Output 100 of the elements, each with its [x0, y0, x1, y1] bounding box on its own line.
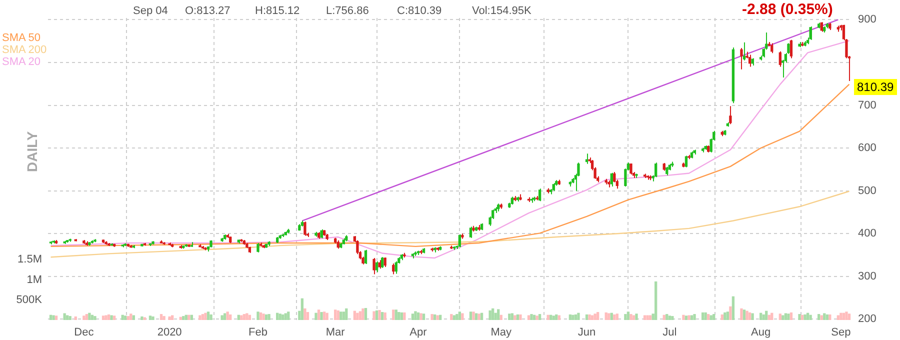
bar [765, 310, 768, 320]
bar [632, 315, 636, 320]
bar [204, 312, 207, 320]
bar [94, 316, 96, 320]
bar [742, 310, 746, 320]
bar [433, 314, 436, 320]
bar [798, 314, 801, 320]
bar [130, 314, 132, 320]
bar [456, 314, 458, 320]
bar [596, 312, 600, 320]
y-tick-label: 600 [858, 142, 876, 154]
bar [90, 314, 94, 320]
bar [384, 312, 386, 320]
bar [472, 312, 475, 320]
bar [836, 315, 840, 320]
bar [693, 314, 696, 320]
x-tick-label: 2020 [157, 326, 182, 339]
bar [422, 314, 426, 320]
text: O:813.27 [185, 5, 230, 18]
bar [336, 310, 340, 320]
bar [162, 316, 166, 320]
bar [264, 314, 268, 320]
bar [362, 308, 364, 320]
bar [809, 314, 812, 320]
bar [510, 313, 514, 320]
bar [378, 310, 381, 320]
bar [648, 315, 652, 320]
bar [712, 314, 716, 320]
bar [478, 314, 480, 320]
bar [68, 316, 72, 320]
bar [237, 314, 240, 320]
bar [707, 314, 710, 320]
bar [848, 314, 851, 320]
bar [630, 314, 632, 320]
text: SMA 50 [2, 32, 42, 44]
bar [530, 314, 533, 320]
bar [604, 312, 608, 320]
bar [334, 310, 337, 320]
x-tick-label: Mar [326, 326, 346, 339]
bar [54, 316, 58, 320]
bar [616, 314, 618, 320]
bar [287, 312, 290, 320]
bar [452, 315, 456, 320]
bar [248, 314, 252, 320]
bar [436, 315, 439, 320]
bar [461, 313, 464, 320]
text: 810.39 [854, 79, 897, 95]
text: SMA 200 [2, 44, 47, 56]
y-tick-label: 400 [858, 228, 876, 240]
bar [110, 315, 113, 320]
bar [82, 316, 86, 320]
bar [314, 312, 318, 320]
bar [532, 314, 536, 320]
bar [411, 314, 414, 320]
bar [416, 312, 420, 320]
bar [729, 306, 732, 320]
bar [508, 314, 511, 320]
bar [682, 314, 685, 320]
bar [184, 314, 188, 320]
text: H:815.12 [255, 5, 300, 18]
bar [182, 316, 185, 320]
bar [198, 315, 202, 320]
bar [102, 316, 105, 320]
bar [762, 314, 765, 320]
bar [400, 312, 403, 320]
bar [326, 312, 328, 320]
bar [800, 314, 804, 320]
bar [132, 315, 135, 320]
bar [823, 313, 826, 320]
bar [624, 314, 627, 320]
bar [300, 298, 304, 320]
text: SMA 20 [2, 56, 42, 68]
bar [306, 312, 310, 320]
bar [804, 314, 806, 320]
bar [514, 315, 516, 320]
bar [635, 314, 638, 320]
y2-tick-label: 1.5M [18, 254, 42, 266]
bar [168, 316, 171, 320]
bar [536, 316, 538, 320]
bar [240, 315, 243, 320]
bar [322, 312, 326, 320]
x-tick-label: Feb [248, 326, 268, 339]
bar [568, 314, 572, 320]
bar [770, 312, 774, 320]
bar [268, 314, 270, 320]
bar [124, 316, 127, 320]
bar [229, 314, 232, 320]
bar [284, 313, 287, 320]
bar [430, 314, 434, 320]
bar [818, 314, 820, 320]
bar [585, 314, 588, 320]
bar [684, 316, 688, 320]
bar [491, 308, 494, 320]
bar [519, 314, 522, 320]
bar [782, 315, 784, 320]
bar [66, 315, 69, 320]
bar [720, 314, 724, 320]
bar [220, 315, 224, 320]
bar [259, 312, 262, 320]
bar [375, 310, 378, 320]
